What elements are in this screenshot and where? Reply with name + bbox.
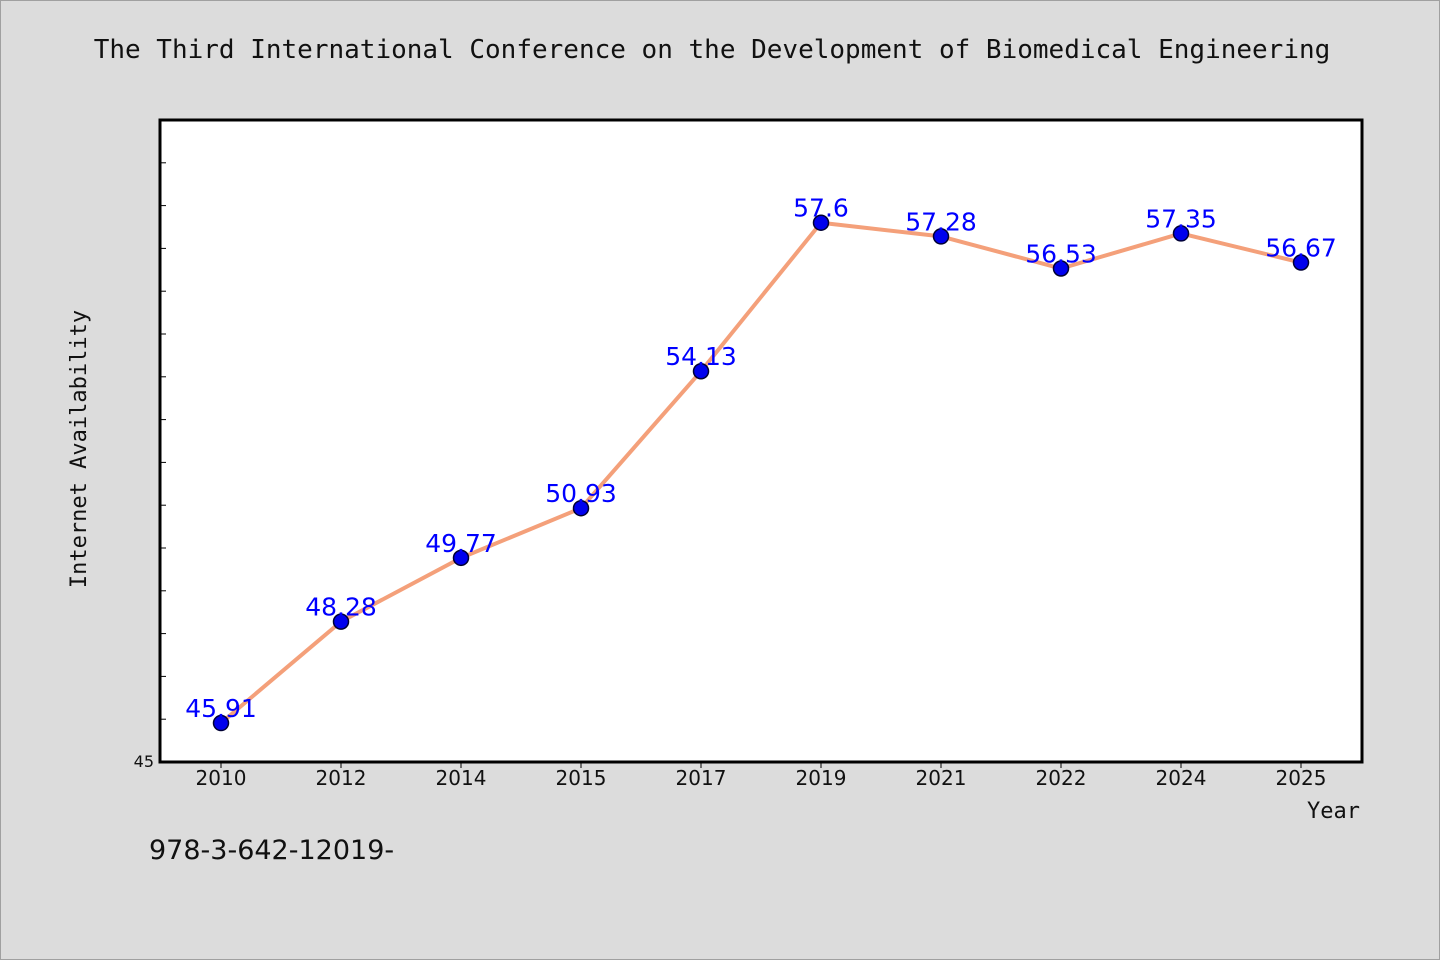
- data-point: [692, 362, 710, 380]
- y-tick-label: 45: [134, 752, 154, 771]
- footer-isbn-code: 978-3-642-12019-: [149, 835, 395, 866]
- data-markers: [212, 214, 1310, 732]
- x-tick-label: 2021: [916, 766, 967, 790]
- y-tick-labels: 45: [134, 752, 154, 771]
- x-axis-label: Year: [1307, 799, 1360, 824]
- data-label: 49.77: [425, 529, 497, 558]
- data-point: [1292, 254, 1310, 271]
- y-axis-ticks: [160, 119, 166, 763]
- x-tick-label: 2017: [676, 766, 727, 790]
- x-tick-label: 2010: [196, 766, 247, 790]
- x-axis-ticks: [220, 762, 1302, 768]
- x-tick-label: 2019: [796, 766, 847, 790]
- plot-area: [158, 118, 1364, 764]
- data-label: 45.91: [185, 694, 257, 723]
- x-tick-label: 2014: [436, 766, 487, 790]
- x-tick-labels: 2010 2012 2014 2015 2017 2019 2021 2022 2024 2025: [196, 766, 1327, 790]
- x-tick-label: 2015: [556, 766, 607, 790]
- data-labels: 45.91 48.28 49.77 50.93 54.13 57.6 57.28 56.53 5…: [185, 194, 1337, 723]
- data-point: [212, 714, 230, 732]
- data-label: 48.28: [305, 593, 377, 622]
- x-tick-label: 2022: [1036, 766, 1087, 790]
- data-point: [452, 549, 470, 567]
- x-tick-label: 2012: [316, 766, 367, 790]
- data-point: [332, 613, 350, 630]
- data-label: 50.93: [545, 479, 617, 508]
- data-point: [812, 214, 830, 231]
- data-label: 57.28: [905, 207, 977, 236]
- data-label: 56.53: [1025, 240, 1097, 269]
- data-point: [572, 499, 590, 517]
- data-label: 57.35: [1145, 204, 1217, 233]
- x-tick-label: 2025: [1276, 766, 1327, 790]
- y-axis-label: Internet Availability: [67, 310, 92, 588]
- data-label: 54.13: [665, 342, 737, 371]
- chart-title: The Third International Conference on th…: [93, 35, 1331, 65]
- data-label: 56.67: [1265, 234, 1337, 263]
- data-label: 57.6: [793, 194, 849, 223]
- data-point: [932, 228, 950, 245]
- x-tick-label: 2024: [1156, 766, 1207, 790]
- data-point: [1052, 260, 1070, 277]
- series-line: [219, 220, 1303, 726]
- data-point: [1172, 225, 1190, 242]
